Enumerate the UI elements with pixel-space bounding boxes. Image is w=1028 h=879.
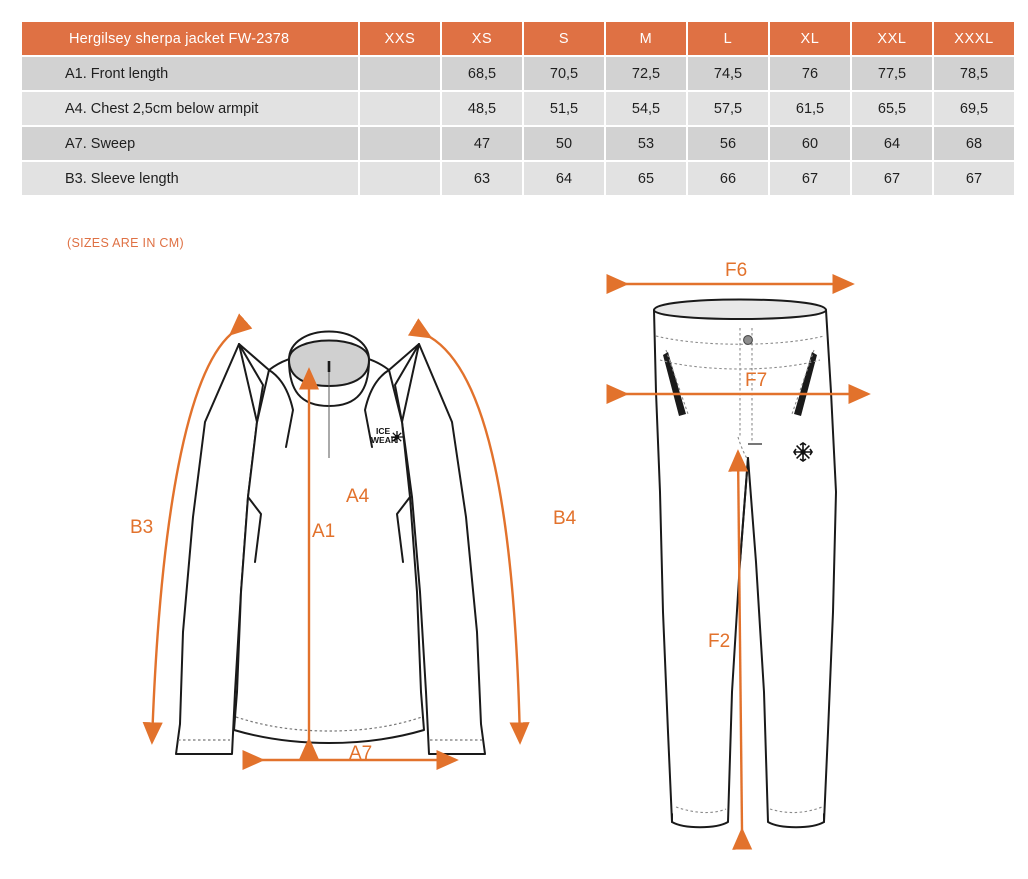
pants-diagram: F6 F7 F2	[606, 262, 871, 850]
cuff-marks	[671, 813, 825, 823]
cell-a1-xxl: 77,5	[852, 57, 932, 90]
hem-stitch	[235, 716, 423, 732]
left-hem-stitch	[675, 806, 727, 814]
cell-a4-xxl: 65,5	[852, 92, 932, 125]
cell-a4-l: 57,5	[688, 92, 768, 125]
cell-a7-l: 56	[688, 127, 768, 160]
header-row: Hergilsey sherpa jacket FW-2378 XXS XS S…	[22, 22, 1014, 55]
measure-label: B3. Sleeve length	[22, 162, 358, 195]
cell-b3-xxxl: 67	[934, 162, 1014, 195]
left-raglan	[268, 369, 294, 448]
label-f6: F6	[725, 262, 747, 281]
size-header-m: M	[606, 22, 686, 55]
label-b4: B4	[553, 508, 577, 529]
cell-a7-s: 50	[524, 127, 604, 160]
size-header-l: L	[688, 22, 768, 55]
cell-a1-m: 72,5	[606, 57, 686, 90]
size-header-xs: XS	[442, 22, 522, 55]
cell-b3-xxl: 67	[852, 162, 932, 195]
cell-a1-s: 70,5	[524, 57, 604, 90]
cell-a1-xl: 76	[770, 57, 850, 90]
size-header-xxl: XXL	[852, 22, 932, 55]
technical-drawings: ICE WEAR A1 A4 A7 B3 B4	[0, 262, 1028, 879]
label-f2: F2	[708, 631, 730, 652]
table-header: Hergilsey sherpa jacket FW-2378 XXS XS S…	[22, 22, 1014, 55]
cell-a1-xxs	[360, 57, 440, 90]
table-row: A7. Sweep 47 50 53 56 60 64 68	[22, 127, 1014, 160]
measure-label: A4. Chest 2,5cm below armpit	[22, 92, 358, 125]
b3-arrow	[142, 313, 253, 745]
logo-line-2: WEAR	[371, 435, 397, 445]
table-row: B3. Sleeve length 63 64 65 66 67 67 67	[22, 162, 1014, 195]
logo-line-1: ICE	[376, 426, 391, 436]
size-header-xl: XL	[770, 22, 850, 55]
cell-b3-m: 65	[606, 162, 686, 195]
cell-a4-xs: 48,5	[442, 92, 522, 125]
cell-a7-xs: 47	[442, 127, 522, 160]
cell-a1-xxxl: 78,5	[934, 57, 1014, 90]
measure-label: A1. Front length	[22, 57, 358, 90]
snowflake-icon	[793, 442, 813, 462]
cell-b3-xl: 67	[770, 162, 850, 195]
cell-a1-l: 74,5	[688, 57, 768, 90]
waist-button-icon	[743, 335, 753, 345]
table-row: A1. Front length 68,5 70,5 72,5 74,5 76 …	[22, 57, 1014, 90]
cell-b3-xxs	[360, 162, 440, 195]
cell-a4-xxs	[360, 92, 440, 125]
cell-a4-xxxl: 69,5	[934, 92, 1014, 125]
measure-label: A7. Sweep	[22, 127, 358, 160]
cell-a7-m: 53	[606, 127, 686, 160]
ice-wear-logo: ICE WEAR	[371, 426, 403, 445]
label-a1: A1	[312, 521, 335, 542]
cell-a1-xs: 68,5	[442, 57, 522, 90]
snowflake-icon	[391, 431, 403, 443]
size-header-xxs: XXS	[360, 22, 440, 55]
measurement-arrows	[142, 313, 530, 771]
cell-a4-m: 54,5	[606, 92, 686, 125]
sherpa-jacket-diagram: ICE WEAR A1 A4 A7 B3 B4	[130, 313, 577, 771]
table-body: A1. Front length 68,5 70,5 72,5 74,5 76 …	[22, 57, 1014, 195]
units-note: (SIZES ARE IN CM)	[67, 236, 184, 250]
label-a4: A4	[346, 486, 370, 507]
right-underarm	[396, 496, 411, 563]
cell-b3-s: 64	[524, 162, 604, 195]
waistband-seam	[655, 335, 825, 345]
size-header-s: S	[524, 22, 604, 55]
measurement-arrows	[606, 273, 871, 850]
f2-arrow	[728, 449, 753, 850]
cell-a4-s: 51,5	[524, 92, 604, 125]
cell-a4-xl: 61,5	[770, 92, 850, 125]
cell-a7-xxl: 64	[852, 127, 932, 160]
jacket-outline	[175, 330, 486, 755]
waistband-top	[653, 298, 827, 320]
right-hem-stitch	[769, 806, 823, 814]
cell-b3-l: 66	[688, 162, 768, 195]
cell-b3-xs: 63	[442, 162, 522, 195]
b4-arrow	[407, 318, 530, 745]
size-header-xxxl: XXXL	[934, 22, 1014, 55]
label-b3: B3	[130, 517, 153, 538]
label-f7: F7	[745, 370, 767, 391]
label-a7: A7	[349, 743, 372, 764]
cell-a7-xxs	[360, 127, 440, 160]
cell-a7-xl: 60	[770, 127, 850, 160]
product-title: Hergilsey sherpa jacket FW-2378	[22, 22, 358, 55]
pants-outline	[653, 298, 837, 829]
size-chart-table-container: Hergilsey sherpa jacket FW-2378 XXS XS S…	[20, 20, 1014, 197]
cell-a7-xxxl: 68	[934, 127, 1014, 160]
size-chart-table: Hergilsey sherpa jacket FW-2378 XXS XS S…	[20, 20, 1016, 197]
table-row: A4. Chest 2,5cm below armpit 48,5 51,5 5…	[22, 92, 1014, 125]
right-raglan	[364, 369, 390, 448]
